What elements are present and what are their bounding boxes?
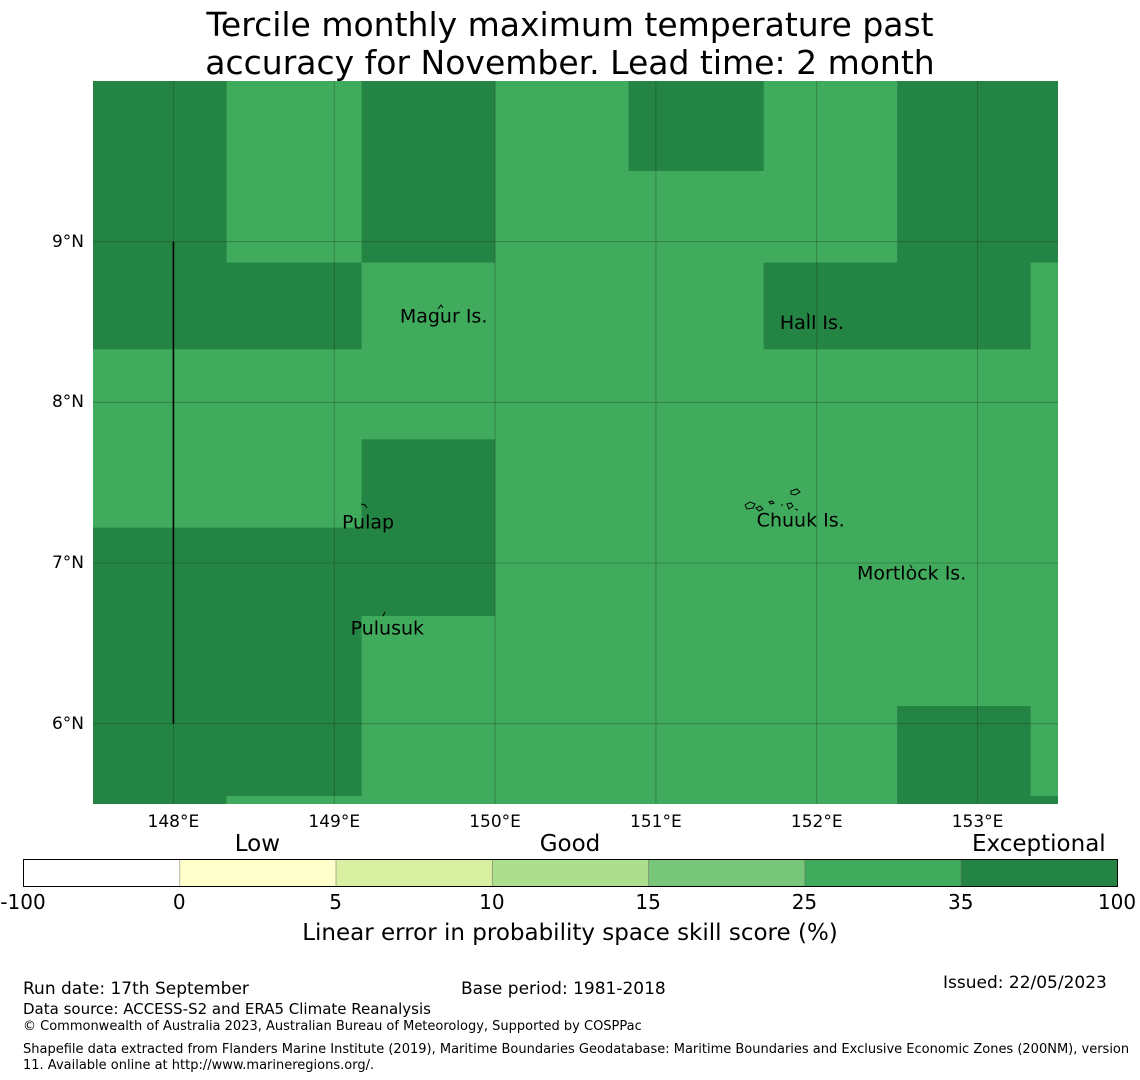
copyright: © Commonwealth of Australia 2023, Austra… bbox=[23, 1019, 642, 1034]
colorbar-tick-label: 100 bbox=[1097, 890, 1137, 914]
data-source: Data source: ACCESS-S2 and ERA5 Climate … bbox=[23, 1000, 431, 1018]
colorbar-category-label: Good bbox=[539, 831, 601, 857]
exceptional-cell bbox=[1030, 795, 1058, 804]
lon-tick-label: 150°E bbox=[469, 812, 521, 832]
colorbar-segment bbox=[335, 859, 493, 887]
colorbar-segment bbox=[491, 859, 650, 887]
island-pulap-outline bbox=[360, 503, 368, 509]
skill-map[interactable]: Magur Is. Hall Is. Pulap Chuuk Is. Mortlock … bbox=[93, 81, 1058, 804]
colorbar-category-label: Exceptional bbox=[972, 831, 1106, 857]
exceptional-cell bbox=[361, 439, 496, 617]
run-date: Run date: 17th September bbox=[23, 979, 249, 999]
island-label: Hall Is. bbox=[780, 312, 844, 334]
exceptional-cell bbox=[628, 81, 764, 171]
exceptional-cells-layer bbox=[93, 81, 1058, 804]
issued-date: Issued: 22/05/2023 bbox=[943, 973, 1107, 993]
island-label: Chuuk Is. bbox=[757, 510, 845, 532]
shapefile-credit: Shapefile data extracted from Flanders M… bbox=[23, 1042, 1130, 1073]
exceptional-cell bbox=[93, 262, 362, 350]
lat-tick-label: 7°N bbox=[51, 553, 84, 573]
lon-tick-label: 148°E bbox=[147, 812, 200, 832]
exceptional-cell bbox=[897, 705, 1031, 804]
colorbar-segment bbox=[648, 859, 806, 887]
colorbar-segments bbox=[23, 859, 1118, 887]
colorbar-tick-label: 25 bbox=[791, 890, 818, 914]
title-line-1: Tercile monthly maximum temperature past bbox=[206, 5, 934, 44]
lat-tick-label: 8°N bbox=[51, 392, 84, 413]
colorbar-tick-label: 5 bbox=[329, 890, 342, 914]
island-label: Pulap bbox=[342, 511, 394, 533]
islands-layer bbox=[360, 304, 913, 617]
island-hall-outline bbox=[806, 312, 810, 316]
exceptional-cell bbox=[93, 527, 362, 796]
exceptional-cell bbox=[361, 81, 496, 263]
island-labels: Magur Is. Hall Is. Pulap Chuuk Is. Mortlock … bbox=[342, 306, 966, 640]
colorbar-label: Linear error in probability space skill … bbox=[302, 920, 838, 946]
lon-tick-label: 152°E bbox=[790, 812, 843, 832]
lat-tick-label: 9°N bbox=[51, 231, 84, 252]
base-period: Base period: 1981-2018 bbox=[461, 979, 666, 999]
island-magur-outline bbox=[437, 304, 444, 310]
exceptional-cell bbox=[93, 81, 227, 263]
lat-tick-label: 6°N bbox=[51, 713, 84, 734]
colorbar-tick-label: 15 bbox=[635, 890, 661, 914]
colorbar-segment bbox=[23, 859, 181, 887]
colorbar-tick-label: -100 bbox=[0, 890, 46, 914]
island-mortlock-outline bbox=[909, 564, 913, 569]
exceptional-cell bbox=[763, 262, 1031, 350]
colorbar-segment bbox=[804, 859, 962, 887]
colorbar-tick-label: 10 bbox=[479, 890, 505, 914]
colorbar-category-label: Low bbox=[234, 831, 281, 857]
colorbar-border bbox=[23, 859, 1118, 887]
title-line-2: accuracy for November. Lead time: 2 mont… bbox=[205, 43, 935, 82]
island-label: Magur Is. bbox=[400, 306, 488, 328]
colorbar bbox=[23, 859, 1118, 887]
colorbar-segment bbox=[960, 859, 1118, 887]
island-label: Pulusuk bbox=[351, 617, 424, 639]
colorbar-segment bbox=[179, 859, 337, 887]
colorbar-tick-label: 35 bbox=[947, 890, 974, 914]
lon-tick-label: 151°E bbox=[630, 812, 682, 832]
colorbar-tick-label: 0 bbox=[172, 890, 186, 914]
lon-tick-label: 153°E bbox=[951, 812, 1004, 832]
island-chuuk-outline bbox=[744, 488, 801, 512]
lon-tick-label: 149°E bbox=[308, 812, 361, 832]
map-canvas: Magur Is. Hall Is. Pulap Chuuk Is. Mortlock … bbox=[93, 81, 1058, 804]
island-label: Mortlock Is. bbox=[857, 563, 966, 585]
chart-title: Tercile monthly maximum temperature past… bbox=[0, 6, 1140, 82]
island-pulusuk-outline bbox=[382, 611, 386, 617]
exceptional-cell bbox=[93, 795, 227, 804]
graticule bbox=[93, 81, 1058, 804]
exceptional-cell bbox=[897, 81, 1058, 263]
